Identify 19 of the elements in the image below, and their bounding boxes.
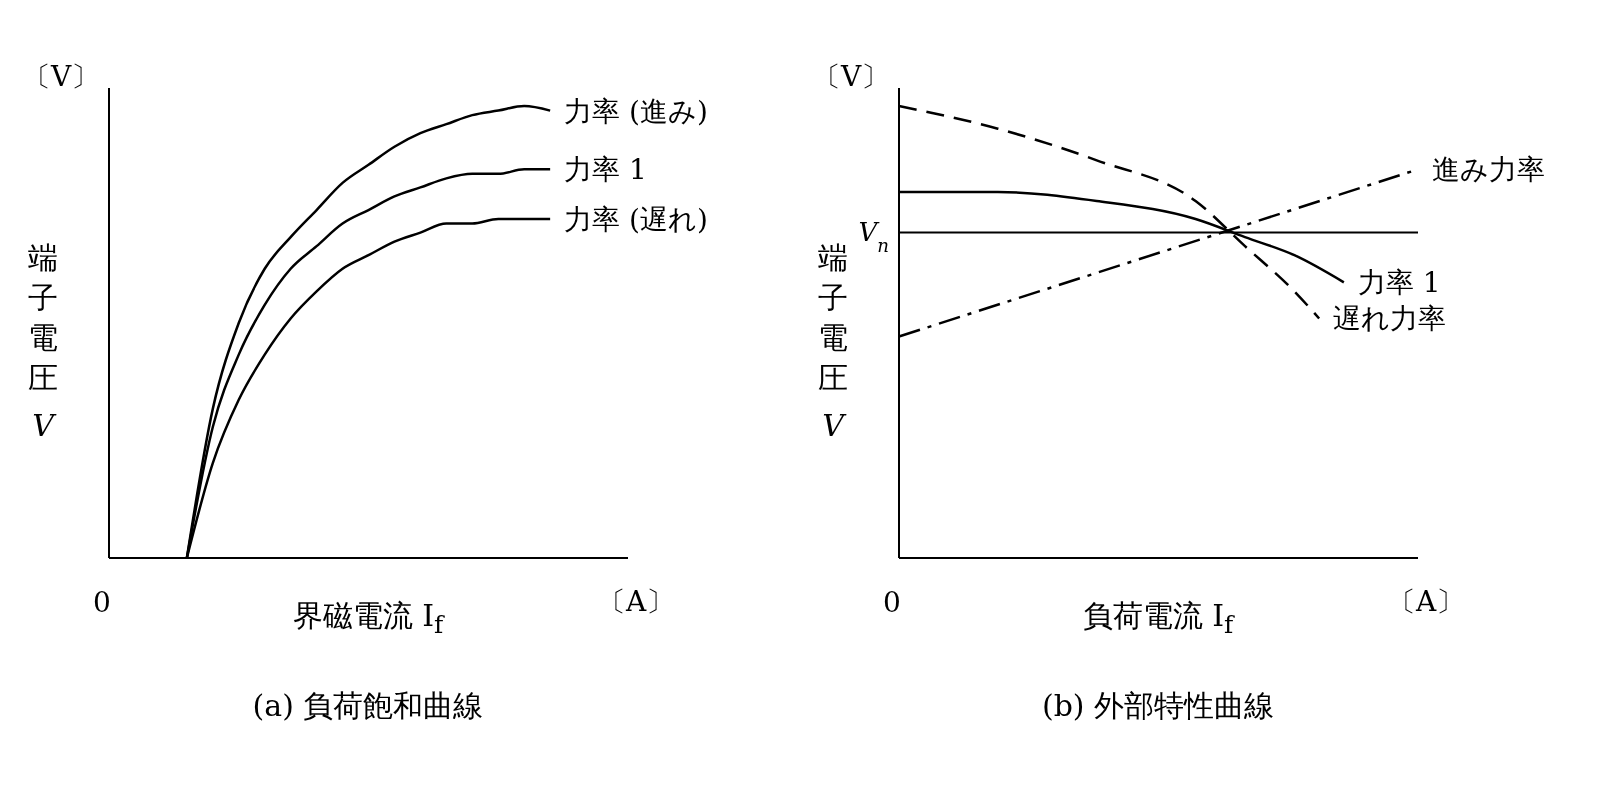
text: 〔A〕 <box>598 584 675 620</box>
x-axis-title: 界磁電流 I$_{f}$ <box>292 598 444 639</box>
text: 0 <box>883 586 901 619</box>
series-label: 力率 1 <box>1357 266 1441 300</box>
text: 〔V〕 <box>23 59 100 95</box>
text: 〔V〕 <box>813 59 890 95</box>
text: (b) 外部特性曲線 <box>1040 687 1276 725</box>
text: 〔A〕 <box>1388 584 1465 620</box>
series-label: 遅れ力率 <box>1333 302 1447 336</box>
ref-line-label: V$_{n}$ <box>858 216 889 256</box>
y-axis-title: 端子電圧 V <box>817 239 849 445</box>
series-label: 力率 1 <box>564 153 647 187</box>
series-label: 進み力率 <box>1432 153 1545 187</box>
text: 0 <box>93 586 111 619</box>
y-axis-title: 端子電圧 V <box>27 239 59 445</box>
x-axis-title: 負荷電流 I$_{f}$ <box>1082 598 1234 639</box>
series-label: 力率 (遅れ) <box>564 203 708 237</box>
series-label: 力率 (進み) <box>564 94 708 128</box>
text: (a) 負荷飽和曲線 <box>251 687 485 725</box>
